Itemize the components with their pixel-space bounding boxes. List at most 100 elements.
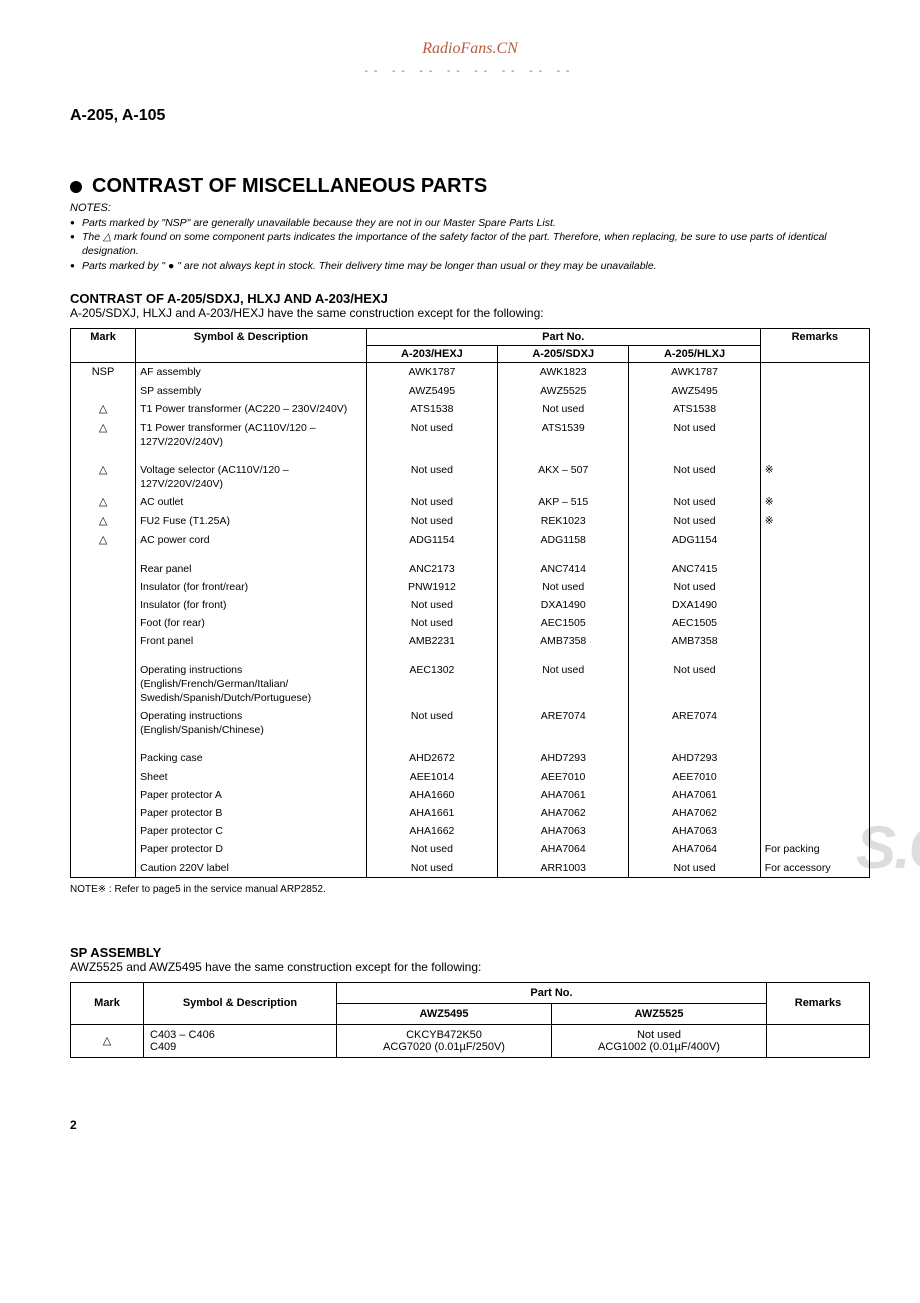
document-page: RadioFans.CN -- -- -- -- -- -- -- -- A-2… <box>0 0 920 1172</box>
cell-rem <box>760 362 869 381</box>
contrast-heading: CONTRAST OF A-205/SDXJ, HLXJ AND A-203/H… <box>70 291 870 306</box>
cell-rem <box>760 804 869 822</box>
cell-mark <box>71 768 136 786</box>
sp-title: SP ASSEMBLY <box>70 945 870 960</box>
cell-mark <box>71 840 136 858</box>
th-mark: Mark <box>71 328 136 362</box>
cell-a205s: Not used <box>498 661 629 708</box>
cell-a203: AWK1787 <box>366 362 497 381</box>
cell-mark: △ <box>71 512 136 531</box>
table-row: △AC outletNot usedAKP – 515Not used※ <box>71 493 870 512</box>
table-row: △Voltage selector (AC110V/120 – 127V/220… <box>71 461 870 493</box>
cell-a203: Not used <box>366 493 497 512</box>
cell-mark <box>71 661 136 708</box>
sp-th-sym: Symbol & Description <box>144 982 337 1024</box>
section-title: CONTRAST OF MISCELLANEOUS PARTS <box>70 175 870 198</box>
cell-a205s: ATS1539 <box>498 419 629 451</box>
cell-rem <box>760 614 869 632</box>
cell-sym: Operating instructions (English/Spanish/… <box>136 707 367 739</box>
cell-a205s: AWZ5525 <box>498 382 629 400</box>
table-row: Packing caseAHD2672AHD7293AHD7293 <box>71 749 870 767</box>
cell-a205s: AHA7064 <box>498 840 629 858</box>
cell-a205s: AKX – 507 <box>498 461 629 493</box>
cell-mark: △ <box>71 461 136 493</box>
table-row: Paper protector BAHA1661AHA7062AHA7062 <box>71 804 870 822</box>
sp-c2: Not used ACG1002 (0.01µF/400V) <box>552 1024 767 1057</box>
note-item: Parts marked by " ● " are not always kep… <box>70 259 870 273</box>
th-sym: Symbol & Description <box>136 328 367 362</box>
cell-sym: Caution 220V label <box>136 859 367 878</box>
cell-sym: Rear panel <box>136 560 367 578</box>
watermark-top: RadioFans.CN <box>70 40 870 58</box>
cell-a203: ADG1154 <box>366 531 497 550</box>
cell-a203: PNW1912 <box>366 578 497 596</box>
cell-sym: Front panel <box>136 632 367 650</box>
cell-sym: Paper protector B <box>136 804 367 822</box>
cell-a205s: AMB7358 <box>498 632 629 650</box>
cell-a203: AHA1662 <box>366 822 497 840</box>
cell-sym: Paper protector A <box>136 786 367 804</box>
spacer-row <box>71 550 870 560</box>
cell-a205h: AHA7061 <box>629 786 760 804</box>
th-a203: A-203/HEXJ <box>366 345 497 362</box>
sp-mark: △ <box>71 1024 144 1057</box>
table-row: Paper protector DNot usedAHA7064AHA7064F… <box>71 840 870 858</box>
cell-a205h: Not used <box>629 859 760 878</box>
sp-rem <box>767 1024 870 1057</box>
cell-rem <box>760 768 869 786</box>
cell-a205s: DXA1490 <box>498 596 629 614</box>
cell-rem <box>760 707 869 739</box>
cell-a203: Not used <box>366 512 497 531</box>
sp-row: △ C403 – C406 C409 CKCYB472K50 ACG7020 (… <box>71 1024 870 1057</box>
cell-a205h: AHD7293 <box>629 749 760 767</box>
cell-rem <box>760 419 869 451</box>
sp-th-c2: AWZ5525 <box>552 1003 767 1024</box>
cell-sym: AC outlet <box>136 493 367 512</box>
page-number: 2 <box>70 1118 870 1132</box>
cell-a203: Not used <box>366 596 497 614</box>
cell-a205h: Not used <box>629 493 760 512</box>
spacer-row <box>71 651 870 661</box>
cell-rem: ※ <box>760 461 869 493</box>
cell-a203: ATS1538 <box>366 400 497 419</box>
table-row: SheetAEE1014AEE7010AEE7010 <box>71 768 870 786</box>
cell-a203: AMB2231 <box>366 632 497 650</box>
cell-mark <box>71 786 136 804</box>
cell-sym: Packing case <box>136 749 367 767</box>
table-row: Caution 220V labelNot usedARR1003Not use… <box>71 859 870 878</box>
table-row: Insulator (for front)Not usedDXA1490DXA1… <box>71 596 870 614</box>
cell-a205s: ANC7414 <box>498 560 629 578</box>
cell-rem <box>760 578 869 596</box>
cell-mark: △ <box>71 531 136 550</box>
cell-rem: For accessory <box>760 859 869 878</box>
cell-rem: For packing <box>760 840 869 858</box>
cell-sym: Foot (for rear) <box>136 614 367 632</box>
section-title-text: CONTRAST OF MISCELLANEOUS PARTS <box>92 175 487 197</box>
cell-mark: △ <box>71 419 136 451</box>
cell-rem <box>760 786 869 804</box>
table-row: SP assemblyAWZ5495AWZ5525AWZ5495 <box>71 382 870 400</box>
th-a205h: A-205/HLXJ <box>629 345 760 362</box>
bullet-icon <box>70 181 82 193</box>
th-a205s: A-205/SDXJ <box>498 345 629 362</box>
cell-a203: AHA1660 <box>366 786 497 804</box>
cell-a205h: AHA7062 <box>629 804 760 822</box>
cell-a205s: AHD7293 <box>498 749 629 767</box>
cell-a205s: ADG1158 <box>498 531 629 550</box>
sp-sym: C403 – C406 C409 <box>144 1024 337 1057</box>
cell-sym: Operating instructions (English/French/G… <box>136 661 367 708</box>
cell-a203: AWZ5495 <box>366 382 497 400</box>
cell-a205h: Not used <box>629 512 760 531</box>
cell-sym: Paper protector D <box>136 840 367 858</box>
cell-a205s: AEC1505 <box>498 614 629 632</box>
th-partno: Part No. <box>366 328 760 345</box>
cell-a205s: AEE7010 <box>498 768 629 786</box>
cell-a205s: Not used <box>498 400 629 419</box>
cell-a205s: AHA7062 <box>498 804 629 822</box>
cell-a205s: AWK1823 <box>498 362 629 381</box>
cell-a205h: Not used <box>629 419 760 451</box>
contrast-table: Mark Symbol & Description Part No. Remar… <box>70 328 870 878</box>
cell-a203: AEE1014 <box>366 768 497 786</box>
sp-th-rem: Remarks <box>767 982 870 1024</box>
cell-rem <box>760 382 869 400</box>
